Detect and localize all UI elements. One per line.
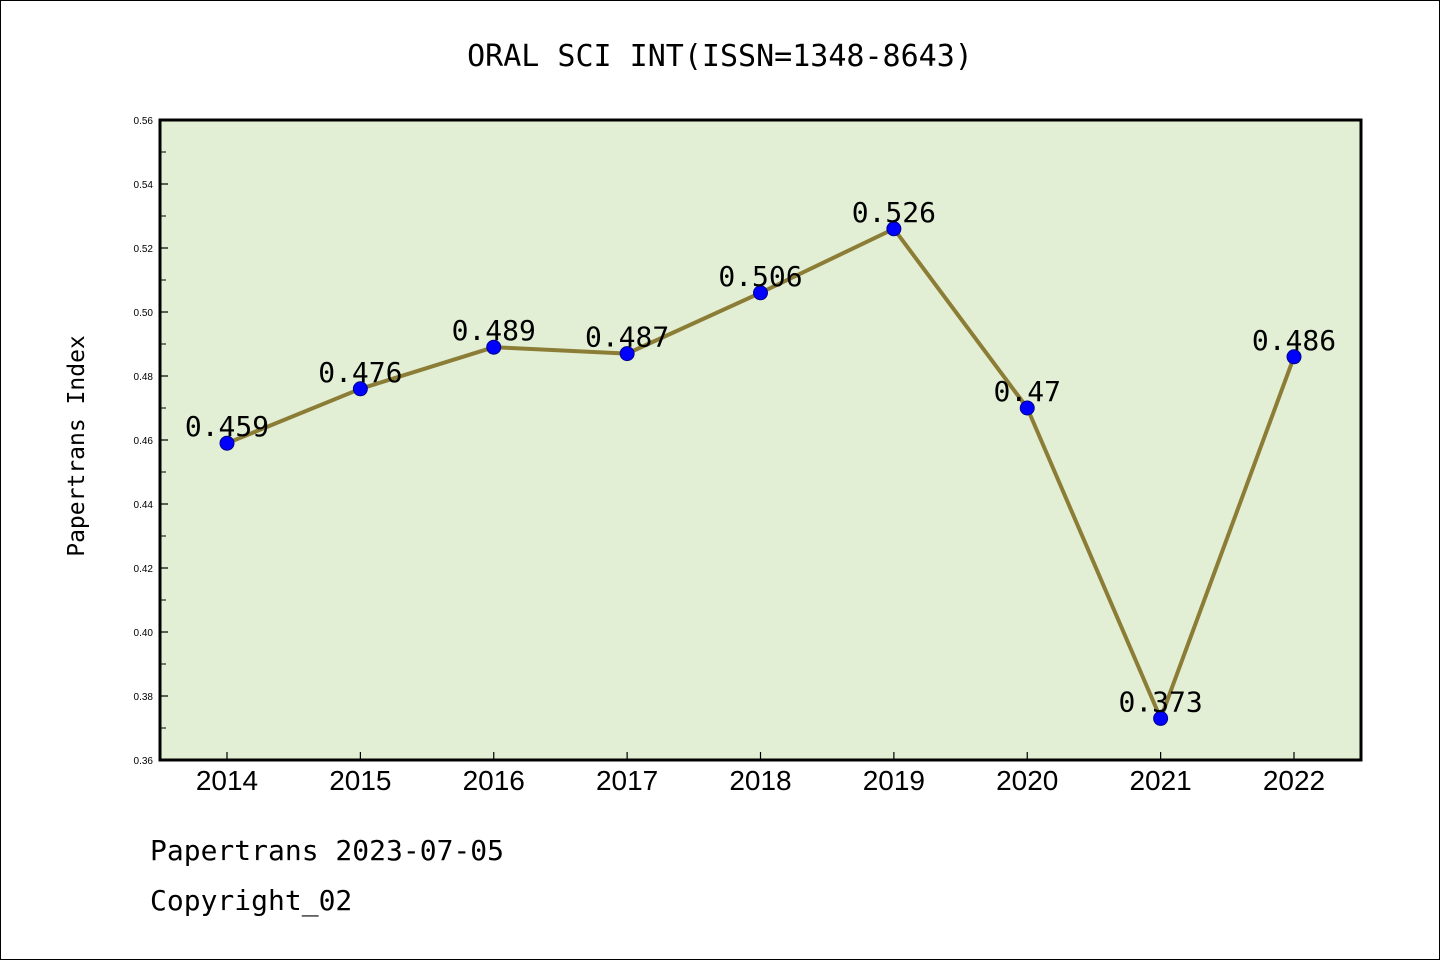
y-axis-label: Papertrans Index	[64, 335, 90, 557]
footer-date: Papertrans 2023-07-05	[150, 834, 505, 867]
x-tick-label: 2015	[329, 765, 391, 796]
x-tick-label: 2021	[1129, 765, 1191, 796]
data-point	[886, 221, 902, 237]
y-tick-label: 0.36	[134, 756, 154, 767]
chart-title: ORAL SCI INT(ISSN=1348-8643)	[467, 39, 973, 74]
x-tick-label: 2017	[596, 765, 658, 796]
y-tick-label: 0.44	[134, 500, 154, 511]
data-point	[619, 346, 635, 362]
data-label: 0.459	[185, 410, 269, 443]
data-point	[486, 339, 502, 355]
y-tick-label: 0.54	[134, 180, 154, 191]
series-layer	[219, 221, 1302, 726]
data-label: 0.486	[1252, 324, 1336, 357]
y-tick-label: 0.50	[134, 308, 154, 319]
y-tick-label: 0.48	[134, 372, 154, 383]
data-label: 0.47	[994, 375, 1061, 408]
y-tick-label: 0.46	[134, 436, 154, 447]
y-tick-label: 0.42	[134, 564, 154, 575]
data-label: 0.489	[452, 314, 536, 347]
data-label: 0.506	[718, 260, 802, 293]
data-label: 0.487	[585, 321, 669, 354]
data-label: 0.373	[1118, 685, 1202, 718]
x-tick-label: 2014	[196, 765, 258, 796]
data-label: 0.526	[852, 196, 936, 229]
y-tick-label: 0.56	[134, 116, 154, 127]
data-labels-layer: 0.459 0.476 0.489 0.487 0.506 0.526 0.47 0.373 0…	[185, 196, 1336, 719]
y-axis: 0.36 0.38 0.40 0.42 0.44 0.46 0.48 0.50 0.52 0.54…	[134, 116, 168, 767]
data-point	[352, 381, 368, 397]
x-tick-label: 2018	[729, 765, 791, 796]
data-point	[1153, 710, 1169, 726]
data-label: 0.476	[318, 356, 402, 389]
x-tick-label: 2022	[1263, 765, 1325, 796]
data-point	[1286, 349, 1302, 365]
x-axis: 2014 2015 2016 2017 2018 2019 2020 2021 2022	[196, 752, 1325, 796]
x-tick-label: 2019	[863, 765, 925, 796]
y-tick-label: 0.52	[134, 244, 154, 255]
footer-copyright: Copyright_02	[150, 884, 353, 917]
y-tick-label: 0.40	[134, 628, 154, 639]
y-tick-label: 0.38	[134, 692, 154, 703]
x-tick-label: 2020	[996, 765, 1058, 796]
data-point	[753, 285, 768, 301]
plot-area	[158, 118, 1363, 762]
x-tick-label: 2016	[463, 765, 525, 796]
data-point	[219, 435, 235, 451]
data-point	[1019, 400, 1035, 416]
